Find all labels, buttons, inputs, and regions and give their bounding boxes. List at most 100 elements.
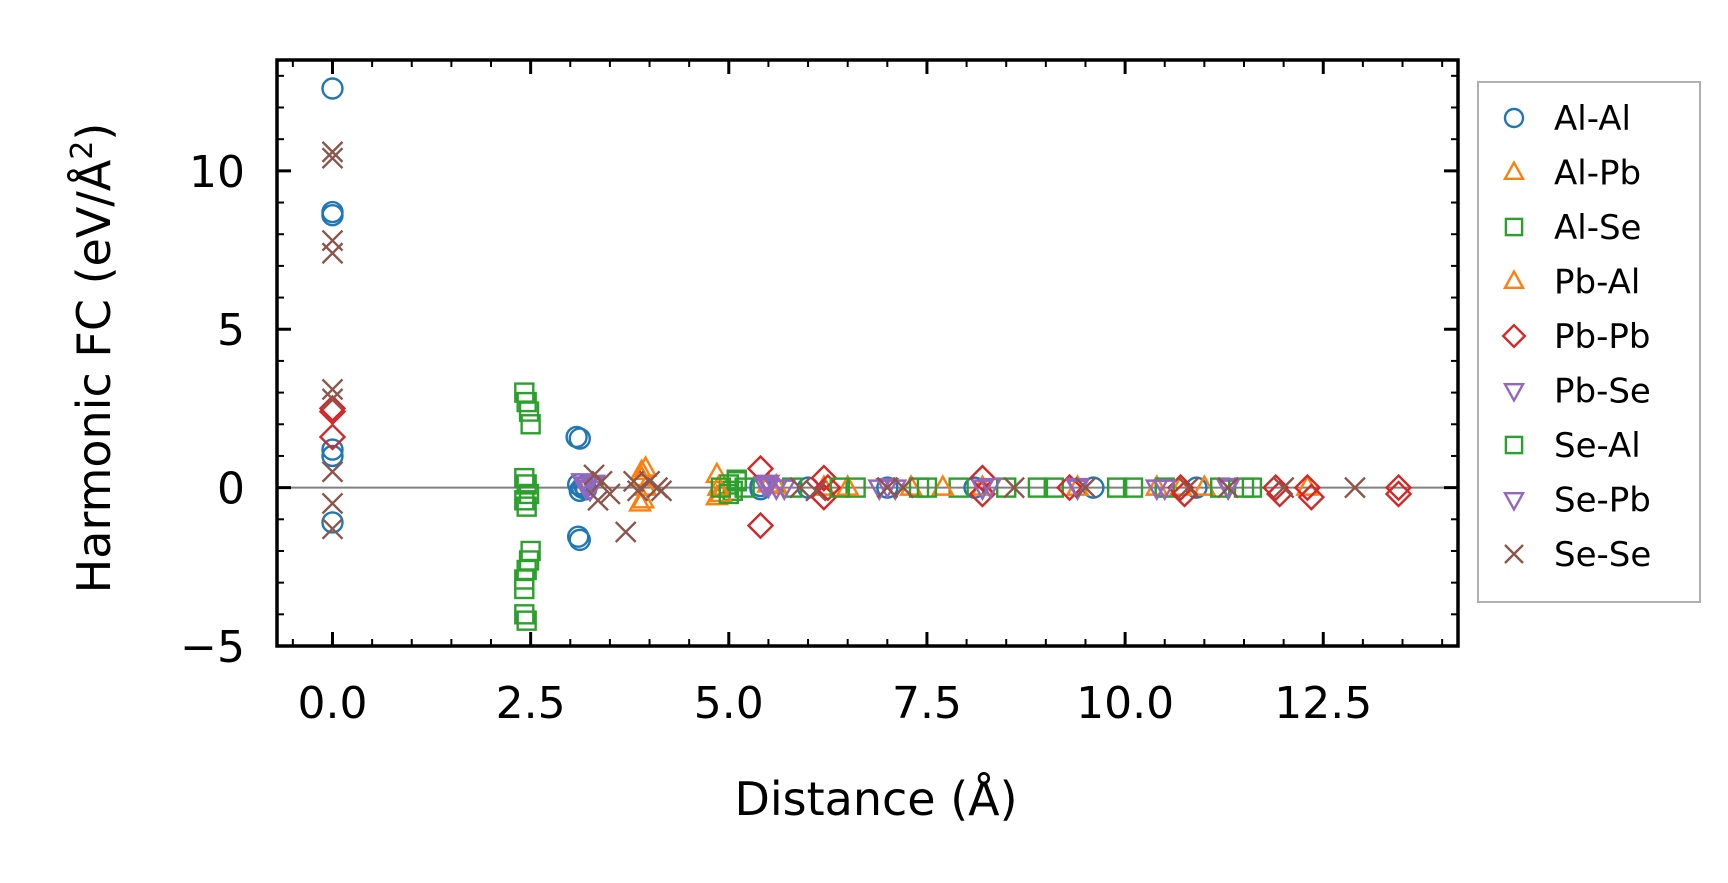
data-point	[626, 479, 649, 502]
data-point	[814, 473, 842, 502]
data-point	[518, 483, 540, 505]
data-point	[516, 610, 537, 631]
data-point	[321, 204, 344, 227]
y-tick-label: 10	[189, 147, 245, 198]
legend-marker	[1502, 492, 1526, 512]
data-point	[845, 477, 866, 498]
data-point	[321, 444, 344, 468]
data-point	[568, 528, 591, 552]
axis-ticks	[277, 60, 1458, 648]
data-point	[1216, 477, 1241, 500]
data-point	[614, 521, 637, 543]
data-point	[629, 458, 654, 480]
data-point	[587, 489, 609, 512]
data-point	[1217, 476, 1239, 499]
data-point	[968, 464, 997, 492]
x-tick-label: 5.0	[694, 678, 764, 729]
legend-label: Se-Al	[1554, 426, 1641, 466]
data-point	[516, 496, 537, 517]
data-point	[1192, 474, 1217, 496]
data-point	[1003, 476, 1025, 499]
series-se-pb	[574, 474, 1241, 502]
y-axis-label-close: )	[67, 123, 121, 141]
x-tick-label: 10.0	[1076, 678, 1174, 729]
data-point	[1144, 479, 1169, 502]
data-points	[318, 77, 1413, 631]
data-point	[518, 401, 540, 422]
data-point	[829, 477, 850, 498]
data-point	[1384, 473, 1413, 502]
data-point	[633, 474, 658, 496]
legend-label: Al-Al	[1554, 99, 1631, 139]
data-point	[318, 394, 347, 423]
data-point	[1262, 473, 1290, 502]
data-point	[520, 414, 541, 435]
data-point	[1043, 477, 1064, 498]
data-point	[1055, 473, 1084, 502]
data-point	[321, 517, 344, 540]
data-point	[875, 477, 900, 500]
data-point	[1293, 473, 1322, 502]
data-point	[321, 141, 344, 163]
data-point	[321, 492, 344, 515]
plot-area	[275, 58, 1460, 648]
data-point	[599, 483, 621, 505]
data-point	[514, 467, 535, 489]
data-point	[810, 464, 838, 492]
data-point	[627, 489, 653, 512]
y-axis-label: Harmonic FC (eV/Å2)	[65, 123, 121, 594]
data-point	[318, 423, 347, 451]
data-point	[650, 479, 673, 502]
data-point	[633, 455, 658, 477]
x-tick-label: 7.5	[892, 678, 962, 729]
data-point	[574, 479, 599, 502]
data-point	[321, 438, 344, 461]
data-point	[321, 511, 344, 534]
data-point	[722, 480, 743, 501]
data-point	[746, 511, 775, 540]
data-point	[704, 461, 729, 484]
data-point	[321, 242, 344, 265]
data-point	[321, 388, 344, 410]
legend-label: Pb-Al	[1554, 263, 1640, 303]
legend-marker	[1502, 269, 1526, 289]
data-point	[514, 578, 535, 600]
data-point	[726, 469, 747, 490]
x-axis-label: Distance (Å)	[734, 772, 1017, 826]
data-point	[1297, 483, 1326, 511]
x-tick-label: 12.5	[1274, 678, 1372, 729]
data-point	[978, 477, 1003, 500]
data-point	[1272, 476, 1295, 499]
data-point	[1344, 476, 1366, 499]
data-point	[930, 474, 955, 496]
data-point	[916, 477, 938, 498]
legend-marker	[1504, 217, 1524, 237]
legend-marker	[1502, 160, 1526, 181]
data-point	[876, 476, 899, 499]
data-point	[514, 490, 535, 511]
y-axis-label-main: Harmonic FC (eV/Å	[67, 159, 121, 593]
legend: Al-Al Al-Pb Al-Se Pb-Al Pb-Pb Pb-Se Se-Al Se-Pb…	[1477, 81, 1701, 603]
data-point	[321, 147, 344, 170]
legend-marker	[1503, 107, 1525, 129]
data-point	[772, 479, 797, 502]
data-point	[1241, 477, 1263, 498]
data-point	[1122, 477, 1144, 498]
data-point	[756, 477, 781, 500]
plot-frame	[275, 58, 1460, 648]
data-point	[514, 604, 535, 625]
data-point	[1384, 480, 1413, 508]
y-tick-label: 5	[217, 305, 245, 356]
data-point	[968, 480, 997, 508]
legend-label: Al-Pb	[1554, 154, 1641, 194]
y-axis-label-sup: 2	[65, 141, 100, 160]
legend-marker	[1501, 323, 1527, 349]
legend-marker	[1504, 544, 1524, 564]
data-point	[1170, 480, 1199, 508]
data-point	[1027, 477, 1049, 498]
tick-labels: 0.0 2.5 5.0 7.5 10.0 12.5 −5 0 5 10	[180, 147, 1372, 729]
data-point	[568, 427, 591, 450]
legend-label: Al-Se	[1554, 208, 1641, 248]
data-point	[591, 470, 613, 493]
series-se-se	[321, 141, 1366, 543]
